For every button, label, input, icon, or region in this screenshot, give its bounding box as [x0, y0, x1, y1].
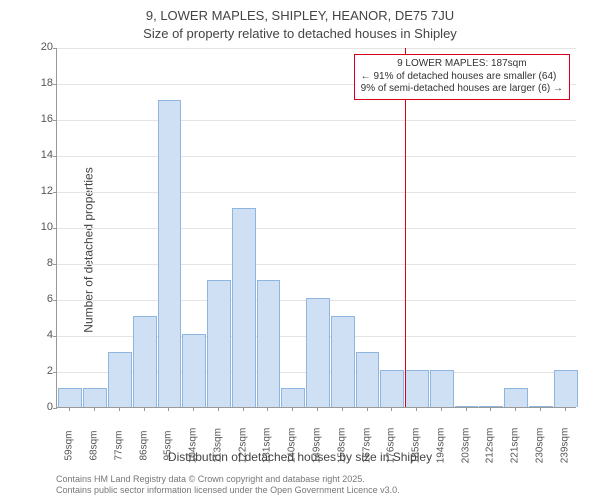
- bar: [554, 370, 578, 407]
- bar: [529, 406, 553, 407]
- ytick-label: 8: [27, 257, 53, 269]
- bar: [133, 316, 157, 407]
- xtick-mark: [565, 407, 566, 411]
- ytick-mark: [53, 120, 57, 121]
- bar: [58, 388, 82, 407]
- ytick-mark: [53, 228, 57, 229]
- ytick-mark: [53, 192, 57, 193]
- ytick-label: 0: [27, 401, 53, 413]
- chart-subtitle: Size of property relative to detached ho…: [0, 26, 600, 41]
- bar: [108, 352, 132, 407]
- callout-line2: ← 91% of detached houses are smaller (64…: [361, 71, 563, 84]
- reference-line: [405, 48, 406, 407]
- ytick-mark: [53, 264, 57, 265]
- bar: [504, 388, 528, 407]
- ytick-mark: [53, 84, 57, 85]
- gridline: [57, 156, 576, 157]
- xtick-mark: [144, 407, 145, 411]
- callout-box: 9 LOWER MAPLES: 187sqm← 91% of detached …: [354, 54, 570, 100]
- xtick-mark: [466, 407, 467, 411]
- ytick-label: 10: [27, 221, 53, 233]
- xtick-mark: [69, 407, 70, 411]
- xtick-mark: [243, 407, 244, 411]
- bar: [331, 316, 355, 407]
- ytick-label: 12: [27, 185, 53, 197]
- xtick-mark: [94, 407, 95, 411]
- footnote-line1: Contains HM Land Registry data © Crown c…: [56, 474, 365, 484]
- xtick-mark: [391, 407, 392, 411]
- plot-area: 0246810121416182059sqm68sqm77sqm86sqm95s…: [56, 48, 576, 408]
- bar: [182, 334, 206, 407]
- gridline: [57, 120, 576, 121]
- bar: [455, 406, 479, 407]
- xtick-mark: [367, 407, 368, 411]
- ytick-label: 18: [27, 77, 53, 89]
- bar: [158, 100, 182, 407]
- ytick-label: 20: [27, 41, 53, 53]
- bar: [257, 280, 281, 407]
- xtick-mark: [441, 407, 442, 411]
- xtick-mark: [540, 407, 541, 411]
- gridline: [57, 48, 576, 49]
- bar: [479, 406, 503, 407]
- bar: [380, 370, 404, 407]
- ytick-mark: [53, 372, 57, 373]
- xtick-mark: [490, 407, 491, 411]
- bar: [232, 208, 256, 407]
- xtick-mark: [267, 407, 268, 411]
- xtick-mark: [119, 407, 120, 411]
- bar: [306, 298, 330, 407]
- x-axis-label: Distribution of detached houses by size …: [0, 450, 600, 464]
- callout-line1: 9 LOWER MAPLES: 187sqm: [361, 58, 563, 71]
- ytick-mark: [53, 300, 57, 301]
- xtick-mark: [515, 407, 516, 411]
- xtick-mark: [292, 407, 293, 411]
- ytick-mark: [53, 336, 57, 337]
- ytick-label: 14: [27, 149, 53, 161]
- ytick-mark: [53, 408, 57, 409]
- bar: [405, 370, 429, 407]
- gridline: [57, 228, 576, 229]
- chart-title-address: 9, LOWER MAPLES, SHIPLEY, HEANOR, DE75 7…: [0, 8, 600, 23]
- xtick-mark: [342, 407, 343, 411]
- footnote: Contains HM Land Registry data © Crown c…: [56, 474, 400, 497]
- ytick-mark: [53, 48, 57, 49]
- ytick-label: 4: [27, 329, 53, 341]
- bar: [356, 352, 380, 407]
- ytick-label: 6: [27, 293, 53, 305]
- bar: [83, 388, 107, 407]
- ytick-label: 2: [27, 365, 53, 377]
- xtick-mark: [168, 407, 169, 411]
- gridline: [57, 264, 576, 265]
- bar: [430, 370, 454, 407]
- callout-line3: 9% of semi-detached houses are larger (6…: [361, 83, 563, 96]
- gridline: [57, 192, 576, 193]
- xtick-mark: [416, 407, 417, 411]
- footnote-line2: Contains public sector information licen…: [56, 485, 400, 495]
- xtick-mark: [193, 407, 194, 411]
- bar: [281, 388, 305, 407]
- ytick-mark: [53, 156, 57, 157]
- bar: [207, 280, 231, 407]
- xtick-mark: [317, 407, 318, 411]
- ytick-label: 16: [27, 113, 53, 125]
- property-size-chart: 9, LOWER MAPLES, SHIPLEY, HEANOR, DE75 7…: [0, 0, 600, 500]
- xtick-mark: [218, 407, 219, 411]
